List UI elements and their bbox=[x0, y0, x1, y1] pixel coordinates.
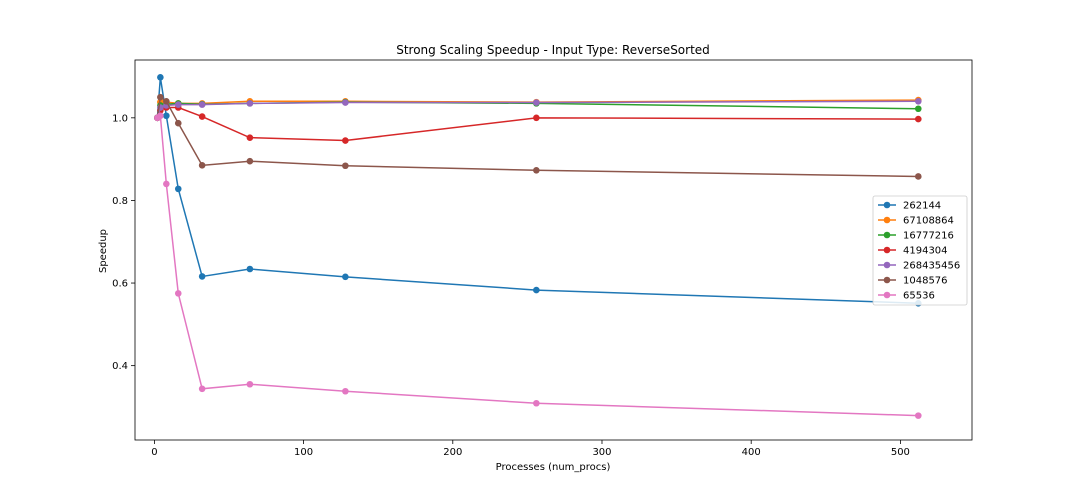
series-line bbox=[156, 95, 919, 178]
x-tick-label: 200 bbox=[443, 447, 462, 458]
data-point bbox=[174, 290, 182, 297]
legend-swatch-marker bbox=[883, 276, 891, 284]
data-point bbox=[914, 105, 922, 113]
data-point bbox=[246, 134, 254, 141]
data-point bbox=[533, 286, 540, 294]
data-point bbox=[198, 385, 206, 393]
legend-label: 4194304 bbox=[903, 246, 948, 257]
data-point bbox=[198, 113, 206, 120]
x-axis-label: Processes (num_procs) bbox=[496, 462, 611, 473]
legend-swatch-marker bbox=[883, 246, 891, 254]
data-point bbox=[163, 112, 170, 120]
x-tick-label: 100 bbox=[294, 447, 313, 458]
series-line bbox=[156, 114, 919, 417]
data-point bbox=[163, 180, 170, 188]
data-point bbox=[914, 115, 922, 123]
legend-label: 16777216 bbox=[903, 231, 954, 242]
legend-swatch-marker bbox=[883, 216, 891, 224]
legend-label: 268435456 bbox=[903, 261, 960, 272]
data-point bbox=[174, 101, 182, 108]
data-point bbox=[342, 162, 349, 170]
series-line bbox=[156, 106, 919, 142]
x-tick-label: 0 bbox=[151, 447, 157, 458]
data-point bbox=[533, 114, 540, 122]
series-line bbox=[156, 77, 919, 305]
legend-item: 16777216 bbox=[878, 231, 954, 242]
data-point bbox=[342, 137, 349, 144]
y-axis-label: Speedup bbox=[98, 229, 109, 273]
legend: 262144 67108864 16777216 4194304 268435456 10… bbox=[872, 195, 968, 306]
legend-item: 67108864 bbox=[878, 216, 954, 227]
plot-frame bbox=[134, 59, 973, 441]
legend-label: 1048576 bbox=[903, 276, 948, 287]
data-point bbox=[533, 99, 540, 106]
series-65536 bbox=[154, 112, 922, 419]
legend-label: 67108864 bbox=[903, 216, 954, 227]
data-point bbox=[246, 265, 254, 273]
x-tick-label: 500 bbox=[891, 447, 910, 458]
y-tick-label: 0.8 bbox=[112, 196, 128, 207]
legend-swatch-marker bbox=[883, 201, 891, 209]
data-point bbox=[342, 99, 349, 106]
data-point bbox=[533, 399, 540, 407]
data-point bbox=[246, 380, 254, 388]
legend-swatch-marker bbox=[883, 291, 891, 299]
data-point bbox=[157, 93, 164, 101]
data-point bbox=[198, 162, 206, 169]
legend-box bbox=[872, 195, 968, 306]
x-tick-label: 300 bbox=[592, 447, 611, 458]
chart-title: Strong Scaling Speedup - Input Type: Rev… bbox=[396, 43, 710, 57]
data-point bbox=[198, 273, 206, 280]
data-point bbox=[533, 166, 540, 174]
series-4194304 bbox=[154, 104, 922, 144]
series-262144 bbox=[154, 74, 922, 307]
legend-item: 268435456 bbox=[878, 261, 960, 272]
legend-swatch-marker bbox=[883, 261, 891, 269]
data-point bbox=[198, 101, 206, 108]
legend-swatch-marker bbox=[883, 231, 891, 239]
data-point bbox=[246, 157, 254, 165]
legend-item: 1048576 bbox=[878, 276, 948, 287]
plot-area bbox=[154, 74, 922, 419]
data-point bbox=[246, 100, 254, 107]
data-point bbox=[174, 119, 182, 127]
data-point bbox=[157, 112, 164, 120]
legend-item: 262144 bbox=[878, 201, 941, 212]
data-point bbox=[914, 173, 922, 180]
data-point bbox=[914, 412, 922, 419]
y-tick-label: 1.0 bbox=[112, 113, 128, 124]
x-axis-ticks: 0 100 200 300 400 500 bbox=[151, 440, 910, 458]
legend-item: 65536 bbox=[878, 291, 935, 302]
legend-label: 262144 bbox=[903, 201, 941, 212]
y-tick-label: 0.4 bbox=[112, 361, 128, 372]
legend-label: 65536 bbox=[903, 291, 935, 302]
data-point bbox=[163, 98, 170, 105]
data-point bbox=[157, 74, 164, 81]
data-point bbox=[342, 273, 349, 281]
y-tick-label: 0.6 bbox=[112, 279, 128, 290]
data-point bbox=[342, 387, 349, 395]
legend-item: 4194304 bbox=[878, 246, 948, 257]
x-tick-label: 400 bbox=[742, 447, 761, 458]
data-point bbox=[174, 185, 182, 193]
y-axis-ticks: 0.4 0.6 0.8 1.0 bbox=[112, 113, 135, 372]
data-point bbox=[914, 98, 922, 105]
